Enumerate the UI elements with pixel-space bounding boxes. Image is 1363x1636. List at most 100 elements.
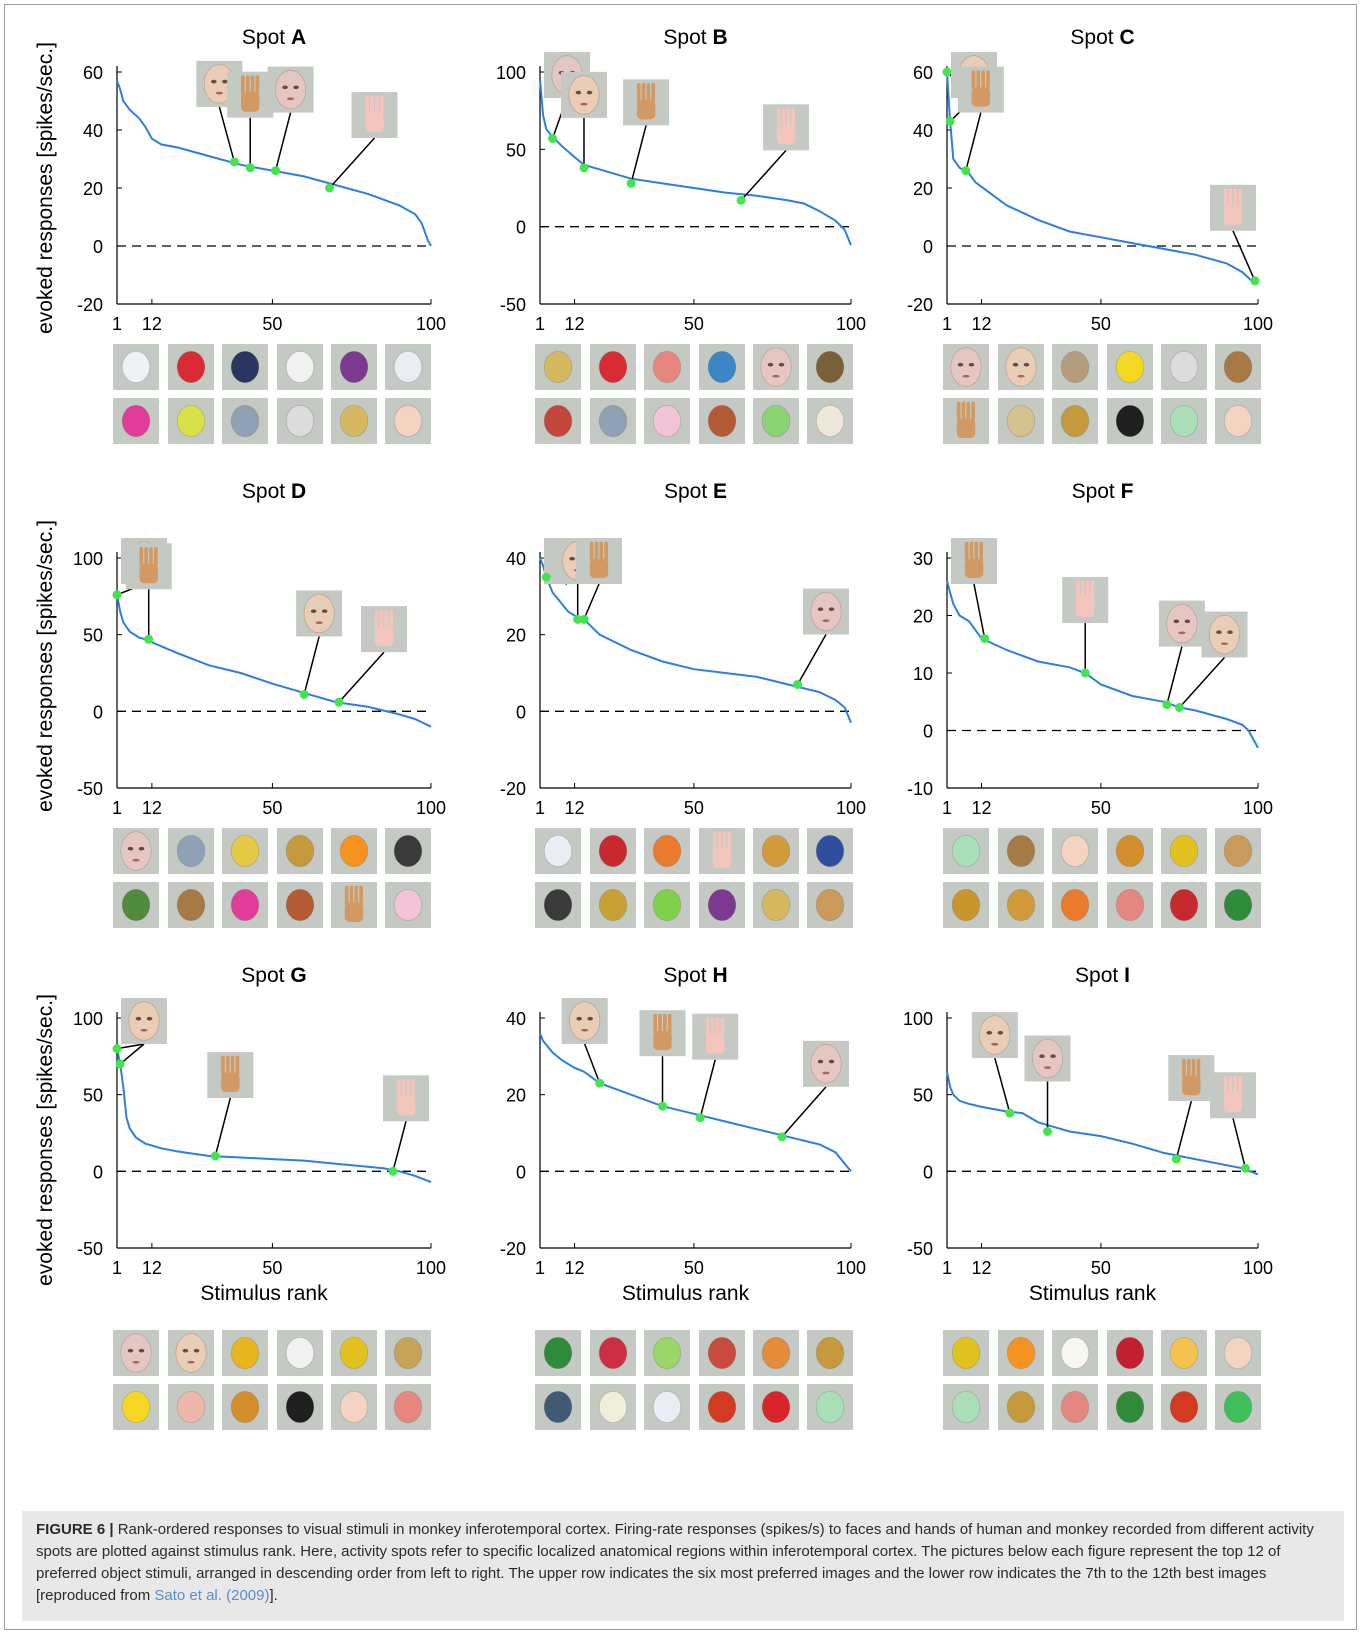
marker-point <box>942 67 952 77</box>
pepper-icon <box>761 404 791 438</box>
human-hand-icon <box>706 1034 725 1054</box>
y-tick-label: 40 <box>913 121 933 141</box>
marker-point <box>1005 1108 1015 1118</box>
eye-right-shape <box>997 1030 1004 1035</box>
monkey-hand-icon <box>636 100 656 120</box>
y-tick-label: -50 <box>907 1239 933 1259</box>
monkey-hand-icon <box>589 558 609 579</box>
finger-shape <box>406 1079 411 1099</box>
finger-shape <box>1223 1075 1228 1096</box>
marker-callout-line <box>965 112 982 171</box>
caption-end: ]. <box>269 1587 278 1604</box>
panel-spot-i: Spot I -50 0 50 100 1 12 50 100 Stimulus rank <box>903 964 1273 1430</box>
finger-shape <box>1196 1058 1201 1079</box>
marker-callout-line <box>328 137 376 189</box>
panel-title-letter: I <box>1124 964 1130 987</box>
marker-callout-line <box>392 1121 407 1172</box>
y-tick-label: -50 <box>77 1239 103 1259</box>
x-tick-label: 50 <box>684 798 704 818</box>
finger-shape <box>255 75 260 95</box>
tiger-figure-icon <box>230 1390 260 1424</box>
eye-left-shape <box>310 609 317 614</box>
pineapple-icon <box>951 888 981 922</box>
fork-icon <box>598 888 628 922</box>
panel-title: Spot C <box>1070 26 1134 49</box>
y-tick-label: -50 <box>500 295 526 315</box>
eye-right-shape <box>1227 630 1233 635</box>
panel-title-letter: D <box>291 480 306 503</box>
panel-spot-g: Spot G -50 0 50 100 1 12 50 100 Stimulus rank <box>73 964 446 1430</box>
finger-shape <box>389 609 393 630</box>
x-tick-label: 100 <box>1243 314 1273 334</box>
y-tick-label: 100 <box>73 549 103 569</box>
shells-icon <box>1060 350 1090 384</box>
x-tick-label: 12 <box>565 314 585 334</box>
human-hand-icon <box>1076 597 1095 618</box>
gas-can-icon <box>598 350 628 384</box>
mouth-shape <box>962 374 970 378</box>
finger-shape <box>1076 580 1080 600</box>
human-hand-icon <box>365 112 384 133</box>
corn-icon <box>230 834 260 868</box>
panel-spot-h: Spot H -20 0 20 40 1 12 50 100 Stimulus rank <box>500 964 866 1430</box>
frog-toy-icon <box>652 888 682 922</box>
owl-figure-icon <box>598 1390 628 1424</box>
marker-point <box>229 157 239 167</box>
marker-point <box>1162 700 1172 710</box>
mouth-shape <box>315 621 323 625</box>
x-tick-label: 12 <box>972 1258 992 1278</box>
finger-shape <box>1182 1058 1186 1079</box>
finger-shape <box>715 1017 720 1037</box>
eye-right-shape <box>586 90 593 95</box>
onion-icon <box>1060 404 1090 438</box>
finger-shape <box>717 831 722 851</box>
monkey-face-icon <box>120 1333 152 1373</box>
parrot-icon <box>598 1336 628 1370</box>
marker-point <box>299 689 309 699</box>
giraffe-icon <box>761 834 791 868</box>
marker-callout-line <box>699 1059 716 1118</box>
monkey-figure-icon <box>1223 350 1253 384</box>
eye-right-shape <box>778 362 785 367</box>
finger-shape <box>1233 188 1238 208</box>
finger-shape <box>149 546 153 567</box>
marker-callout-line <box>740 149 787 201</box>
marker-callout-line <box>1175 1100 1193 1160</box>
monkey-face-icon <box>810 591 842 632</box>
persimmon-icon <box>285 888 315 922</box>
human-hand-icon <box>712 848 732 869</box>
pink-toy-icon <box>230 888 260 922</box>
y-tick-label: 0 <box>516 1162 526 1182</box>
marker-point <box>1043 1126 1053 1136</box>
panel-title-prefix: Spot <box>1072 480 1121 503</box>
caption-reference-link[interactable]: Sato et al. (2009) <box>154 1587 270 1604</box>
marker-point <box>334 697 344 707</box>
x-axis-label: Stimulus rank <box>622 1282 750 1305</box>
spray-bottle-icon <box>393 350 423 384</box>
finger-shape <box>1228 188 1233 208</box>
orange-icon <box>339 834 369 868</box>
eye-left-shape <box>211 79 217 84</box>
y-tick-label: 60 <box>83 63 103 83</box>
eye-left-shape <box>127 1348 134 1353</box>
onions-icon <box>1006 404 1036 438</box>
x-tick-label: 1 <box>942 798 952 818</box>
eye-right-shape <box>1184 619 1191 624</box>
marker-callout-line <box>781 1086 827 1138</box>
y-tick-label: 0 <box>923 1162 933 1182</box>
y-tick-label: 100 <box>496 63 526 83</box>
y-tick-label: -20 <box>907 295 933 315</box>
finger-shape <box>250 75 255 95</box>
x-tick-label: 100 <box>416 314 446 334</box>
finger-shape <box>636 83 641 103</box>
pumpkin-icon <box>339 1336 369 1370</box>
mouth-shape <box>132 858 140 862</box>
zebra-icon <box>543 888 573 922</box>
mouth-shape <box>215 91 224 95</box>
fire-extinguisher-icon <box>598 834 628 868</box>
finger-shape <box>976 70 981 90</box>
paintbrush-icon <box>543 404 573 438</box>
finger-shape <box>1233 1075 1238 1096</box>
ladybug-icon <box>707 1390 737 1424</box>
panel-title-prefix: Spot <box>242 26 291 49</box>
